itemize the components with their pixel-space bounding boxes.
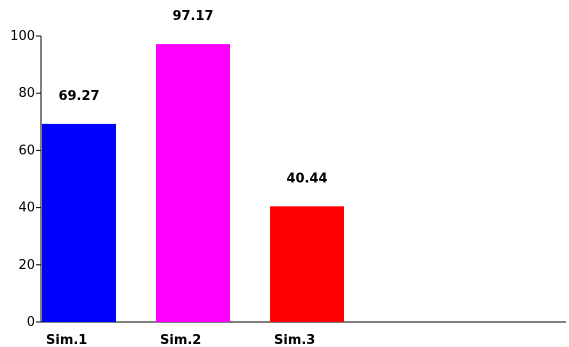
value-labels: 69.27 97.17 40.44: [58, 9, 327, 186]
category-label: Sim.2: [160, 333, 201, 347]
y-tick-label: 60: [18, 143, 35, 158]
category-label: Sim.1: [46, 333, 87, 347]
y-tick-label: 40: [18, 201, 35, 216]
bar-value-label: 69.27: [58, 89, 99, 104]
bar-sim-2: [156, 44, 230, 322]
bar-sim-1: [42, 123, 116, 322]
category-labels: Sim.1 Sim.2 Sim.3: [46, 333, 315, 347]
y-tick-label: 20: [18, 258, 35, 273]
y-tick-label: 80: [18, 86, 35, 101]
y-axis: 0 20 40 60 80 100: [10, 29, 42, 330]
y-tick-label: 100: [10, 29, 35, 44]
category-label: Sim.3: [274, 333, 315, 347]
bars: [42, 44, 344, 322]
y-tick-label: 0: [27, 315, 35, 330]
bar-sim-3: [270, 206, 344, 322]
bar-value-label: 97.17: [172, 9, 213, 24]
bar-value-label: 40.44: [286, 171, 327, 186]
